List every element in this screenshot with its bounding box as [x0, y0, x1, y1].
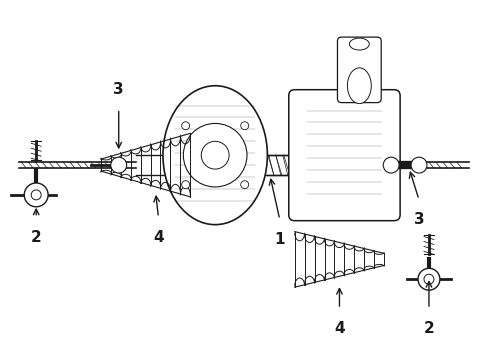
- FancyBboxPatch shape: [338, 37, 381, 103]
- Circle shape: [418, 268, 440, 290]
- Ellipse shape: [163, 86, 268, 225]
- Ellipse shape: [347, 68, 371, 104]
- Text: 4: 4: [153, 230, 164, 244]
- Text: 2: 2: [31, 230, 42, 244]
- Circle shape: [182, 181, 190, 189]
- Circle shape: [24, 183, 48, 207]
- Ellipse shape: [349, 38, 369, 50]
- Text: 1: 1: [274, 231, 285, 247]
- Text: 4: 4: [334, 321, 345, 336]
- Circle shape: [241, 181, 249, 189]
- Circle shape: [383, 157, 399, 173]
- Text: 2: 2: [423, 321, 434, 336]
- Text: 3: 3: [113, 82, 124, 96]
- Circle shape: [424, 274, 434, 284]
- Circle shape: [182, 122, 190, 130]
- Circle shape: [111, 157, 127, 173]
- Circle shape: [411, 157, 427, 173]
- Circle shape: [31, 190, 41, 200]
- Circle shape: [201, 141, 229, 169]
- Circle shape: [241, 122, 249, 130]
- FancyBboxPatch shape: [289, 90, 400, 221]
- Text: 3: 3: [414, 212, 424, 227]
- Circle shape: [183, 123, 247, 187]
